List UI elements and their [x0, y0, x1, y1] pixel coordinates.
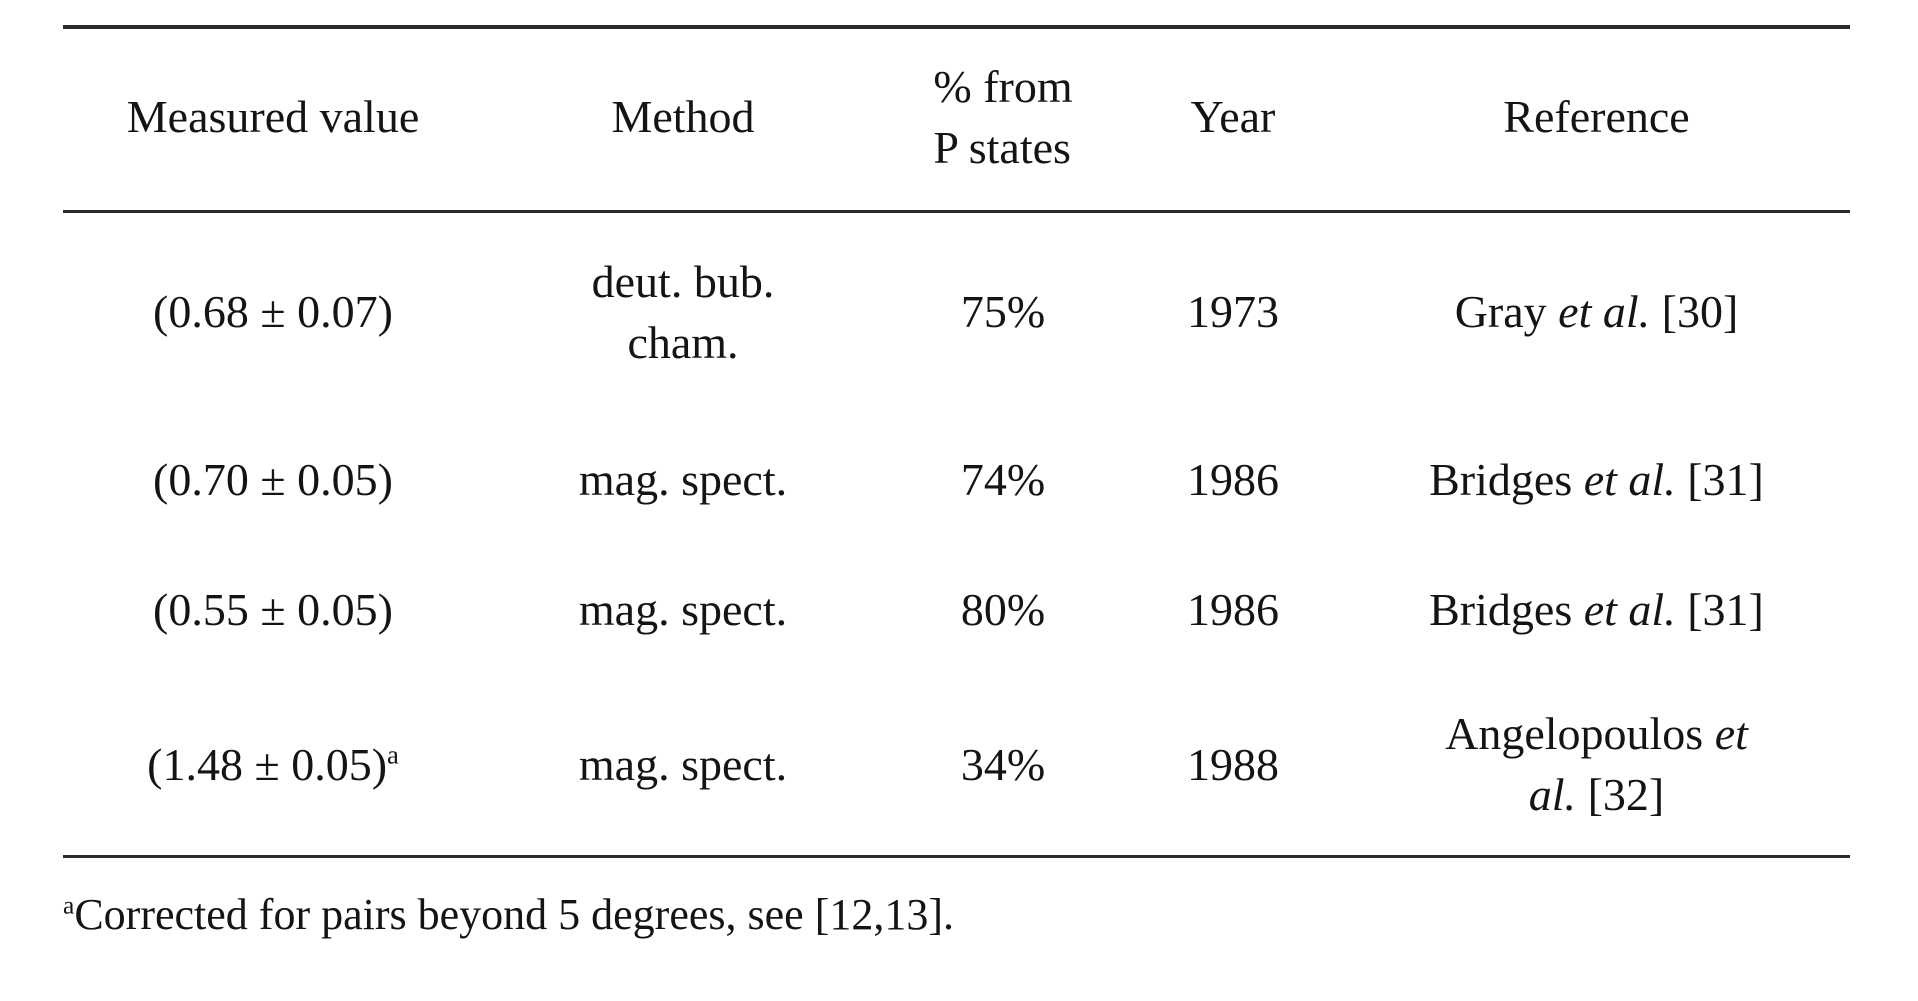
- reference-citation: [32]: [1576, 769, 1665, 820]
- reference-etal-line2: al.: [1528, 769, 1577, 820]
- table-row: (1.48 ± 0.05)a mag. spect. 34% 1988 Ange…: [63, 675, 1850, 855]
- column-header-measured-value: Measured value: [126, 91, 420, 143]
- measured-value-cell: (0.70 ± 0.05): [153, 453, 393, 505]
- column-header-reference: Reference: [1503, 91, 1690, 143]
- percent-header-lines: % from P states: [933, 57, 1072, 178]
- table-footnote: aCorrected for pairs beyond 5 degrees, s…: [63, 886, 954, 943]
- column-header-year: Year: [1190, 91, 1276, 143]
- footnote-text: Corrected for pairs beyond 5 degrees, se…: [74, 890, 955, 939]
- reference-cell: Bridges et al. [31]: [1343, 415, 1850, 545]
- reference-authors: Bridges: [1429, 453, 1584, 505]
- year-cell: 1986: [1187, 453, 1279, 505]
- reference-text: Bridges et al. [31]: [1429, 584, 1764, 635]
- table-bottom-rule: [63, 855, 1850, 858]
- percent-cell: 74%: [960, 453, 1046, 505]
- reference-cell: Bridges et al. [31]: [1343, 545, 1850, 675]
- reference-citation: [31]: [1675, 453, 1764, 505]
- table-header-rule: [63, 210, 1850, 213]
- reference-text: Gray et al. [30]: [1455, 286, 1739, 337]
- method-line2: cham.: [627, 316, 739, 368]
- percent-cell: 34%: [960, 738, 1046, 790]
- table-header-row: Measured value Method % from P states Yea…: [63, 25, 1850, 210]
- measurements-table: Measured value Method % from P states Yea…: [63, 25, 1850, 855]
- reference-cell: Angelopoulos et al. [32]: [1343, 675, 1850, 855]
- table-row: (0.70 ± 0.05) mag. spect. 74% 1986 Bridg…: [63, 415, 1850, 545]
- measured-value-cell: (1.48 ± 0.05)a: [63, 675, 483, 855]
- reference-citation: [31]: [1675, 583, 1764, 635]
- reference-citation: [30]: [1650, 286, 1739, 338]
- table-row: (0.68 ± 0.07) deut. bub. cham. 75% 1973 G…: [63, 210, 1850, 415]
- method-cell: mag. spect.: [578, 583, 788, 635]
- reference-etal-line1: et: [1714, 708, 1748, 760]
- percent-cell: 75%: [960, 286, 1046, 338]
- percent-cell: 80%: [960, 583, 1046, 635]
- reference-etal: et al.: [1583, 583, 1676, 635]
- method-cell: deut. bub. cham.: [483, 210, 883, 415]
- table-row: (0.55 ± 0.05) mag. spect. 80% 1986 Bridg…: [63, 545, 1850, 675]
- table-top-rule: [63, 25, 1850, 29]
- reference-authors: Bridges: [1429, 583, 1584, 635]
- method-cell: mag. spect.: [578, 738, 788, 790]
- year-cell: 1973: [1187, 286, 1279, 338]
- reference-etal: et al.: [1583, 453, 1676, 505]
- year-cell: 1986: [1187, 583, 1279, 635]
- column-header-method: Method: [611, 91, 755, 143]
- reference-text: Angelopoulos et al. [32]: [1445, 708, 1748, 820]
- reference-authors: Angelopoulos: [1445, 708, 1715, 760]
- reference-etal: et al.: [1558, 286, 1651, 338]
- reference-authors: Gray: [1454, 286, 1559, 338]
- reference-text: Bridges et al. [31]: [1429, 454, 1764, 505]
- measured-value-text: (1.48 ± 0.05): [147, 738, 388, 790]
- method-line1: deut. bub.: [591, 255, 775, 307]
- measured-value-cell: (0.55 ± 0.05): [153, 583, 393, 635]
- reference-cell: Gray et al. [30]: [1343, 210, 1850, 415]
- percent-header-line2: P states: [933, 121, 1071, 173]
- method-cell: mag. spect.: [578, 453, 788, 505]
- column-header-percent-from-p-states: % from P states: [883, 25, 1123, 210]
- year-cell: 1988: [1187, 738, 1279, 790]
- footnote-marker-superscript: a: [387, 739, 399, 770]
- footnote-marker: a: [63, 890, 75, 920]
- percent-header-line1: % from: [933, 60, 1073, 112]
- measured-value-cell: (0.68 ± 0.07): [153, 286, 393, 338]
